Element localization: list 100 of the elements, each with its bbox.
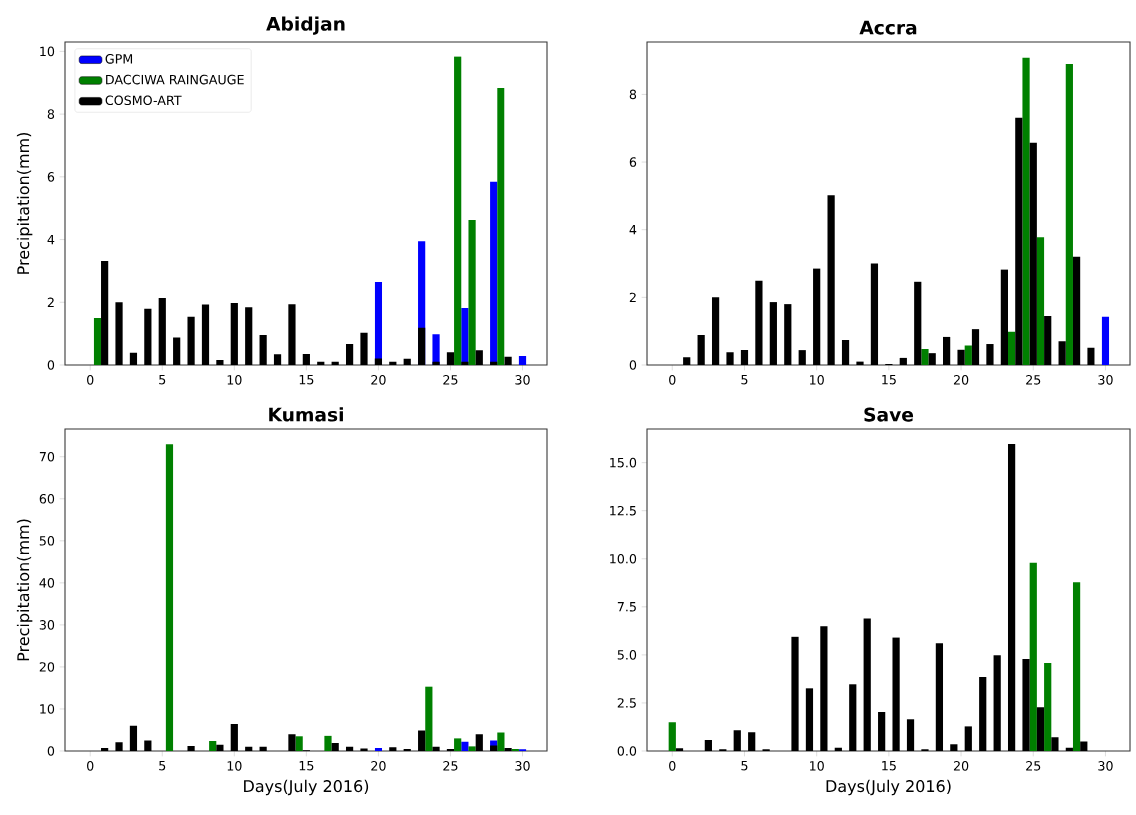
- bar: [490, 361, 498, 365]
- bar: [1036, 237, 1045, 365]
- x-tick-label: 30: [515, 761, 530, 771]
- bar: [403, 748, 411, 751]
- bar: [827, 195, 835, 365]
- bar: [216, 744, 224, 751]
- bar: [230, 302, 238, 365]
- bar: [403, 358, 411, 365]
- bar: [302, 354, 310, 365]
- bar: [101, 748, 109, 751]
- x-tick-label: 5: [159, 375, 166, 385]
- y-tick-label: 30: [39, 620, 55, 630]
- bar: [784, 304, 792, 365]
- bar: [1051, 737, 1059, 751]
- y-axis-title: Precipitation(mm): [16, 519, 33, 661]
- y-tick-label: 2.5: [617, 698, 636, 708]
- bar: [245, 746, 253, 751]
- bar: [733, 730, 741, 751]
- bar: [748, 732, 756, 751]
- bar: [921, 349, 929, 365]
- bar: [993, 655, 1001, 751]
- bar: [914, 281, 922, 365]
- bar: [697, 334, 705, 365]
- bar: [93, 317, 102, 365]
- bar: [216, 359, 224, 365]
- chart-title: Save: [864, 407, 914, 422]
- y-tick-label: 70: [39, 451, 55, 462]
- bar: [461, 741, 469, 751]
- bar: [740, 350, 749, 365]
- x-tick-label: 10: [810, 375, 824, 385]
- bar: [1036, 707, 1045, 751]
- legend-label: COSMO-ART: [105, 95, 182, 106]
- bar: [769, 302, 777, 365]
- y-tick-label: 7.5: [617, 602, 636, 612]
- bar: [899, 357, 907, 365]
- bar: [374, 358, 383, 365]
- x-tick-label: 25: [1026, 761, 1041, 771]
- x-tick-label: 0: [87, 375, 94, 385]
- bar: [345, 746, 354, 751]
- bar: [230, 724, 238, 751]
- bar: [892, 637, 900, 751]
- bar: [863, 618, 871, 751]
- x-tick-label: 20: [953, 375, 969, 385]
- y-tick-label: 0.0: [617, 746, 637, 756]
- x-tick-label: 10: [227, 375, 242, 385]
- bar: [964, 726, 972, 751]
- y-tick-label: 0: [47, 746, 55, 756]
- y-tick-label: 0: [47, 360, 55, 370]
- bar: [432, 746, 440, 751]
- bar: [878, 711, 886, 751]
- bar: [518, 355, 527, 365]
- bar: [675, 748, 684, 751]
- bar: [101, 260, 109, 365]
- bar: [805, 688, 814, 751]
- bar: [288, 304, 296, 365]
- y-tick-label: 50: [39, 536, 55, 546]
- bar: [1044, 662, 1052, 751]
- bar: [259, 746, 267, 751]
- x-tick-label: 20: [371, 761, 386, 771]
- bar: [490, 181, 498, 365]
- bar: [115, 742, 123, 751]
- y-tick-label: 6: [47, 172, 55, 182]
- y-tick-label: 6: [629, 157, 637, 167]
- x-tick-label: 15: [882, 761, 896, 771]
- bar: [497, 732, 505, 751]
- bar: [446, 748, 455, 751]
- bar: [849, 684, 857, 751]
- bar: [273, 354, 282, 365]
- bar: [360, 748, 368, 751]
- bar: [820, 626, 828, 751]
- y-tick-label: 10.0: [610, 553, 637, 564]
- bar: [173, 337, 181, 365]
- bar: [259, 334, 267, 365]
- x-tick-label: 30: [1098, 761, 1113, 771]
- bar: [957, 349, 965, 365]
- bar: [360, 332, 368, 365]
- bar: [755, 280, 763, 365]
- y-tick-label: 10: [40, 704, 55, 714]
- bar: [461, 307, 469, 365]
- bar: [461, 361, 469, 365]
- bar: [964, 345, 972, 365]
- y-tick-label: 2: [629, 292, 636, 303]
- bar: [389, 361, 397, 365]
- y-tick-label: 15.0: [610, 457, 637, 468]
- x-axis-title: Days(July 2016): [244, 779, 369, 796]
- legend-label: DACCIWA RAINGAUGE: [106, 74, 244, 85]
- bar: [979, 676, 987, 751]
- bar: [468, 746, 476, 751]
- bar: [1029, 562, 1037, 751]
- x-tick-label: 0: [669, 375, 676, 385]
- bar: [971, 329, 980, 365]
- bar: [475, 734, 483, 751]
- bar: [418, 730, 426, 751]
- bar: [1101, 316, 1110, 365]
- x-tick-label: 25: [443, 761, 458, 771]
- bar: [935, 643, 944, 751]
- bar: [324, 735, 332, 751]
- y-tick-label: 0: [629, 360, 637, 370]
- bar: [490, 745, 498, 751]
- x-tick-label: 15: [882, 375, 896, 385]
